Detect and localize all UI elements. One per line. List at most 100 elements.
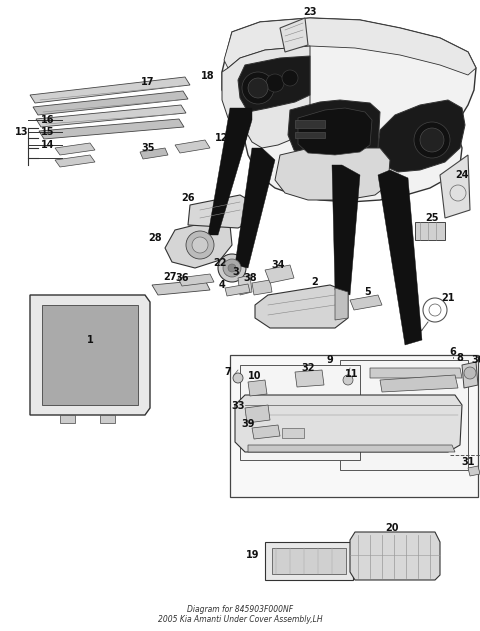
Polygon shape	[188, 195, 252, 228]
Text: 30: 30	[471, 355, 480, 365]
Text: 4: 4	[218, 280, 226, 290]
Bar	[340, 360, 468, 470]
Circle shape	[186, 231, 214, 259]
Polygon shape	[235, 148, 275, 268]
Polygon shape	[252, 425, 280, 439]
Polygon shape	[332, 165, 360, 295]
Text: 35: 35	[141, 143, 155, 153]
Polygon shape	[350, 532, 440, 580]
Text: 19: 19	[246, 550, 260, 560]
Bar	[60, 415, 75, 423]
Text: 27: 27	[163, 272, 177, 282]
Polygon shape	[140, 148, 168, 159]
Polygon shape	[55, 155, 95, 167]
Bar	[415, 222, 445, 240]
Polygon shape	[39, 119, 184, 139]
Polygon shape	[265, 265, 294, 283]
Text: 14: 14	[41, 140, 55, 150]
Polygon shape	[55, 143, 95, 155]
Polygon shape	[370, 368, 462, 378]
Polygon shape	[224, 18, 476, 75]
Polygon shape	[252, 280, 272, 295]
Polygon shape	[335, 288, 348, 320]
Polygon shape	[30, 295, 150, 415]
Text: 2005 Kia Amanti Under Cover Assembly,LH: 2005 Kia Amanti Under Cover Assembly,LH	[158, 615, 322, 625]
Text: 16: 16	[41, 115, 55, 125]
Text: 10: 10	[248, 371, 262, 381]
Bar	[240, 365, 360, 460]
Polygon shape	[175, 140, 210, 153]
Text: 21: 21	[441, 293, 455, 303]
Text: 26: 26	[181, 193, 195, 203]
Bar	[295, 132, 325, 138]
Text: Diagram for 845903F000NF: Diagram for 845903F000NF	[187, 606, 293, 615]
Text: 18: 18	[201, 71, 215, 81]
Text: 5: 5	[365, 287, 372, 297]
Polygon shape	[238, 275, 252, 295]
Polygon shape	[350, 295, 382, 310]
Polygon shape	[178, 274, 214, 286]
Circle shape	[282, 70, 298, 86]
Polygon shape	[235, 395, 462, 452]
Polygon shape	[42, 305, 138, 405]
Circle shape	[233, 373, 243, 383]
Polygon shape	[378, 170, 422, 345]
Polygon shape	[378, 100, 465, 172]
Circle shape	[218, 254, 246, 282]
Text: 20: 20	[385, 523, 399, 533]
Circle shape	[223, 259, 241, 277]
Circle shape	[228, 264, 236, 272]
Text: 31: 31	[461, 457, 475, 467]
Text: 7: 7	[225, 367, 231, 377]
Circle shape	[266, 74, 284, 92]
Polygon shape	[225, 284, 250, 296]
Bar	[230, 355, 478, 497]
Polygon shape	[30, 77, 190, 103]
Text: 25: 25	[425, 213, 439, 223]
Polygon shape	[440, 155, 470, 218]
Polygon shape	[280, 18, 308, 52]
Polygon shape	[288, 100, 380, 162]
Polygon shape	[36, 105, 186, 127]
Polygon shape	[165, 220, 232, 268]
Polygon shape	[255, 285, 348, 328]
Text: 2: 2	[312, 277, 318, 287]
Text: 39: 39	[241, 419, 255, 429]
Polygon shape	[298, 108, 372, 155]
Text: 17: 17	[141, 77, 155, 87]
Polygon shape	[238, 56, 310, 112]
Text: 36: 36	[175, 273, 189, 283]
Polygon shape	[33, 91, 188, 115]
Text: 22: 22	[213, 258, 227, 268]
Text: 38: 38	[243, 273, 257, 283]
Text: 34: 34	[271, 260, 285, 270]
Polygon shape	[222, 46, 310, 148]
Bar	[272, 548, 346, 574]
Bar	[295, 120, 325, 128]
Bar	[265, 542, 353, 580]
Text: 9: 9	[326, 355, 334, 365]
Bar	[100, 415, 115, 423]
Circle shape	[192, 237, 208, 253]
Polygon shape	[248, 445, 455, 452]
Polygon shape	[275, 148, 390, 200]
Text: 23: 23	[303, 7, 317, 17]
Polygon shape	[248, 380, 267, 396]
Circle shape	[414, 122, 450, 158]
Polygon shape	[295, 370, 324, 387]
Text: 24: 24	[455, 170, 469, 180]
Circle shape	[464, 367, 476, 379]
Text: 32: 32	[301, 363, 315, 373]
Circle shape	[242, 72, 274, 104]
Polygon shape	[462, 362, 478, 388]
Text: 13: 13	[15, 127, 29, 137]
Polygon shape	[468, 466, 480, 476]
Circle shape	[248, 78, 268, 98]
Circle shape	[343, 375, 353, 385]
Circle shape	[420, 128, 444, 152]
Text: 15: 15	[41, 127, 55, 137]
Text: 3: 3	[233, 267, 240, 277]
Text: 11: 11	[345, 369, 359, 379]
Text: 28: 28	[148, 233, 162, 243]
Text: 8: 8	[456, 353, 463, 363]
